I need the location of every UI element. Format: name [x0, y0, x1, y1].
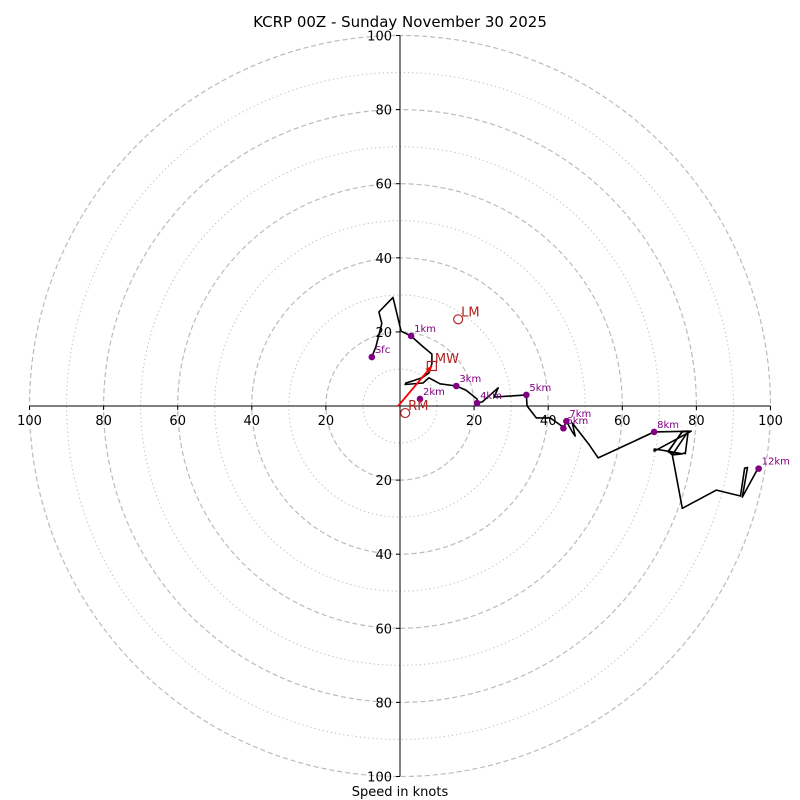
x-tick-label: 80: [688, 414, 705, 429]
y-tick-label: 60: [375, 622, 392, 637]
height-label: 1km: [414, 324, 436, 335]
height-marker: [523, 391, 530, 399]
storm-motion-marker: [400, 407, 411, 419]
x-axis-label: Speed in knots: [352, 785, 449, 800]
y-tick-label: 80: [375, 104, 392, 119]
height-label: 12km: [762, 457, 790, 468]
y-tick-label: 100: [367, 771, 392, 786]
height-marker: [407, 332, 415, 340]
shear-vector-line: [397, 365, 433, 407]
x-tick-label: 100: [758, 414, 783, 429]
height-marker: [453, 382, 460, 390]
mean-wind-marker: [426, 360, 437, 372]
height-label: 5km: [529, 383, 551, 394]
x-tick-label: 80: [95, 414, 112, 429]
x-tick-label: 40: [244, 414, 261, 429]
y-tick-label: 20: [375, 474, 392, 489]
storm-motions: LM MW RM: [397, 305, 480, 419]
y-tick-label: 80: [375, 696, 392, 711]
hodograph-trace: [371, 296, 760, 510]
y-tick-label: 60: [375, 178, 392, 193]
storm-motion-marker: [453, 314, 464, 325]
height-label: 4km: [480, 391, 502, 402]
x-tick-label: 20: [466, 414, 483, 429]
height-marker: [755, 465, 762, 472]
x-tick-label: 60: [614, 414, 631, 429]
x-tick-label: 40: [540, 414, 557, 429]
height-label: 7km: [569, 409, 591, 420]
y-tick-label: 40: [375, 548, 392, 563]
x-tick-label: 60: [169, 414, 186, 429]
hodograph-trace-group: [371, 296, 760, 510]
height-marker: [560, 424, 567, 432]
height-marker: [650, 428, 658, 436]
height-label: 8km: [657, 420, 679, 431]
y-tick-label: 100: [367, 30, 392, 45]
storm-motion-label: LM: [461, 305, 479, 320]
height-marker: [473, 399, 481, 407]
height-marker: [563, 417, 570, 425]
height-label: 2km: [423, 387, 445, 398]
height-label: 6km: [566, 416, 588, 427]
height-marker: [416, 395, 424, 403]
storm-motion-label: RM: [408, 399, 428, 414]
tick-labels: 100 80 60 40 20 20 40 60 80 100 100 80 60 40 20 20 40 60 8…: [17, 30, 783, 786]
axes: [29, 35, 771, 777]
x-tick-label: 100: [17, 414, 42, 429]
height-marker: [368, 353, 376, 361]
chart-title: KCRP 00Z - Sunday November 30 2025: [253, 13, 547, 31]
height-label: Sfc: [375, 345, 390, 356]
y-tick-label: 20: [375, 326, 392, 341]
storm-motion-label: MW: [435, 352, 459, 367]
x-tick-label: 20: [318, 414, 335, 429]
height-label: 3km: [459, 374, 481, 385]
y-tick-label: 40: [375, 252, 392, 267]
